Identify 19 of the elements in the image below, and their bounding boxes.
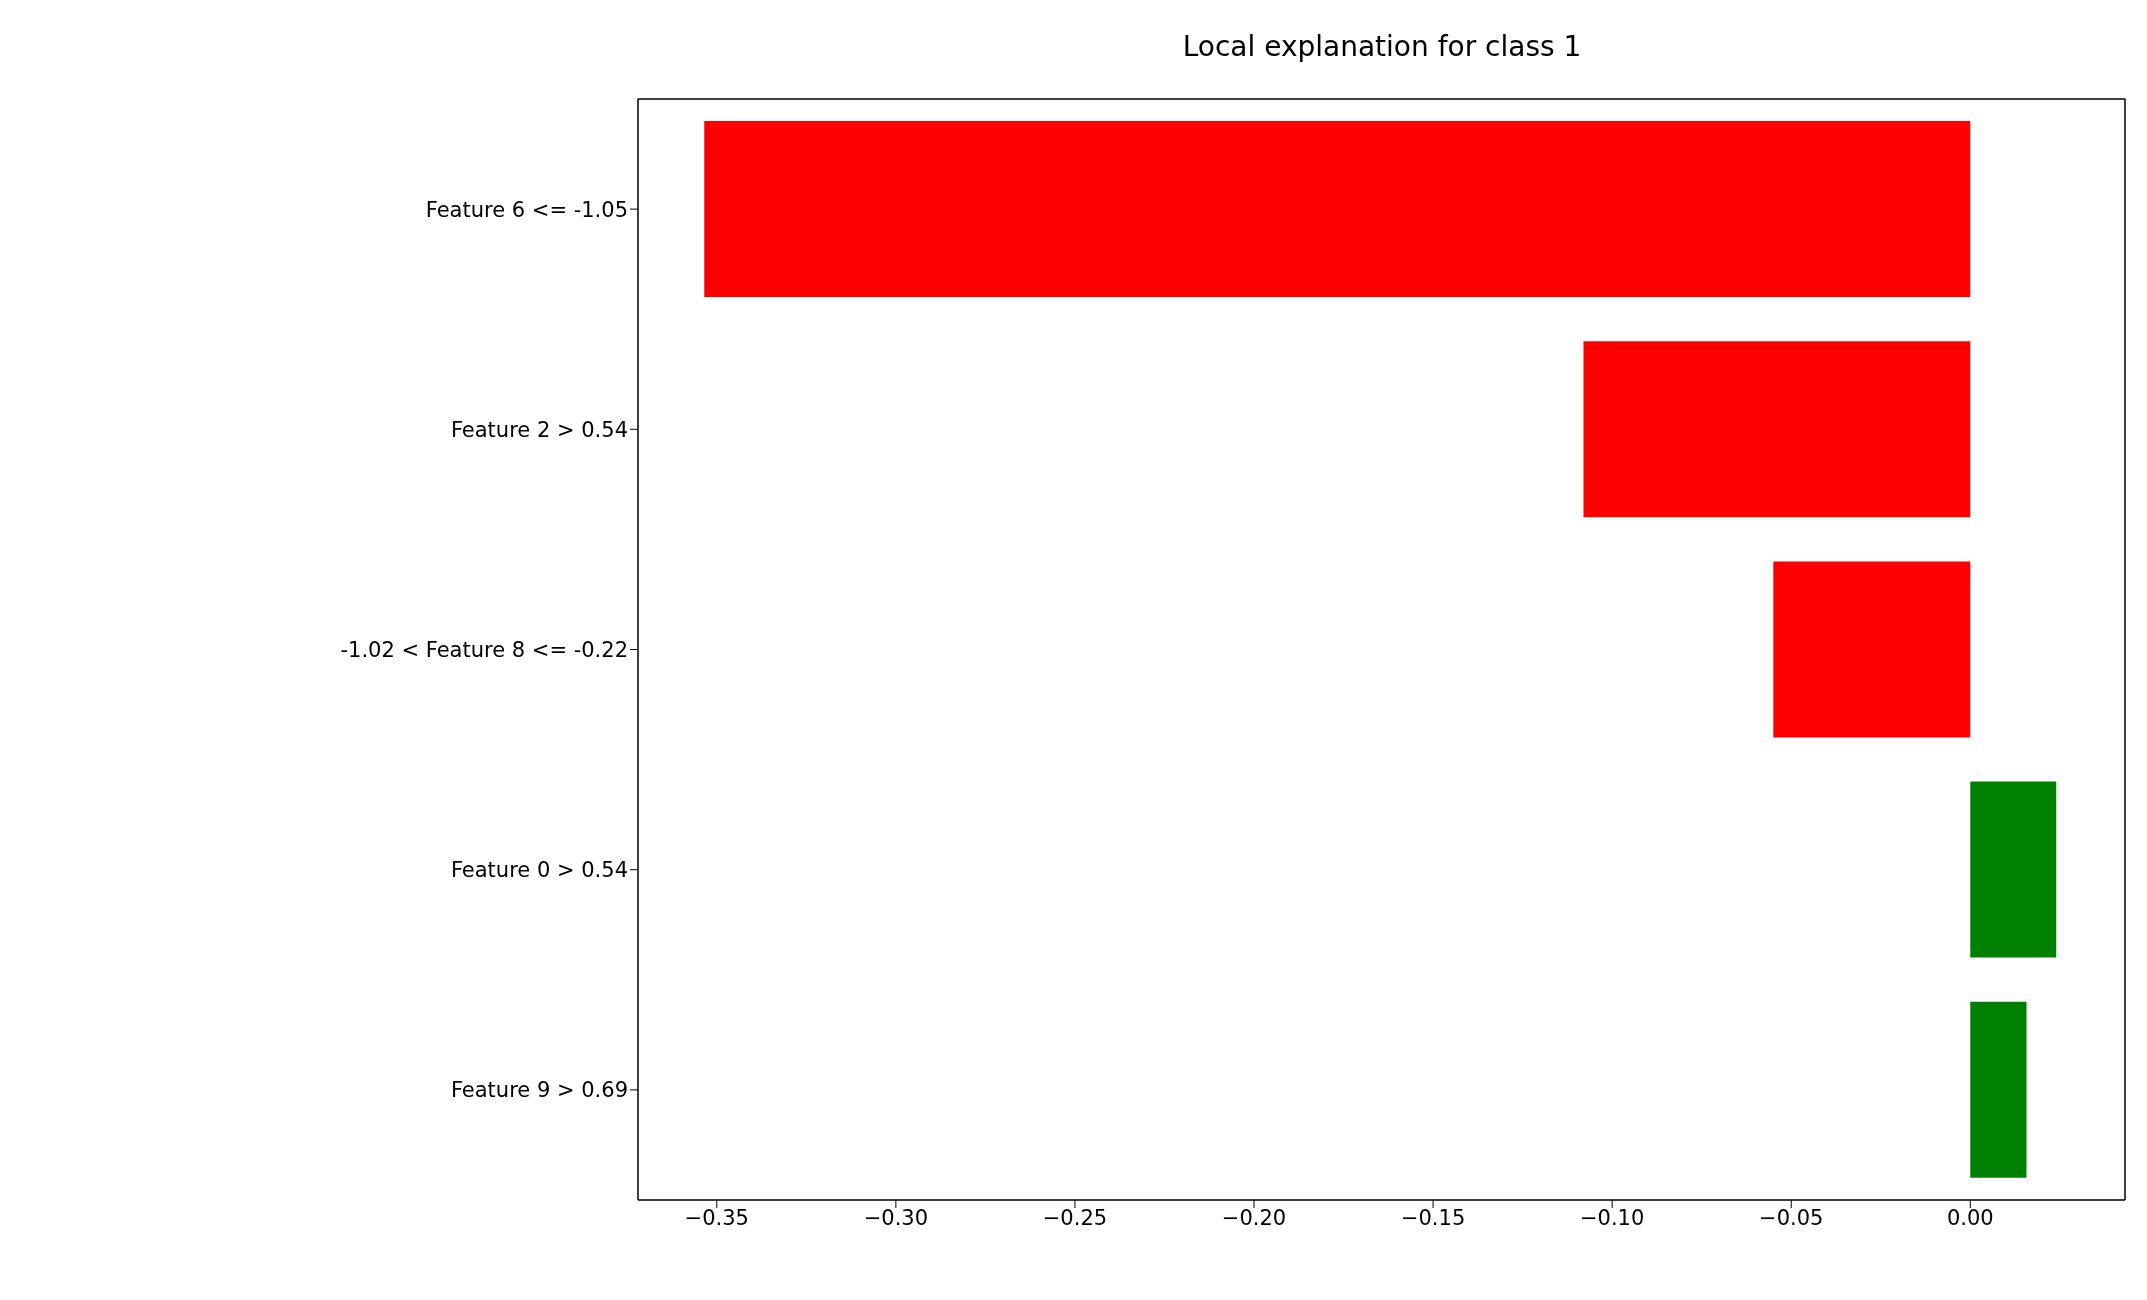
- x-tick-label: 0.00: [1946, 1205, 1994, 1230]
- x-tick-label: −0.20: [1221, 1205, 1287, 1230]
- bar: [1583, 341, 1971, 518]
- x-tick-label: −0.35: [684, 1205, 749, 1230]
- x-tick-label: −0.25: [1042, 1205, 1108, 1230]
- x-tick-label: −0.15: [1400, 1205, 1466, 1230]
- chart-title: Local explanation for class 1: [1181, 29, 1583, 65]
- bar: [1970, 1001, 2027, 1178]
- y-tick-label: Feature 9 > 0.69: [450, 1078, 628, 1103]
- bar: [1773, 561, 1971, 738]
- y-tick-label: Feature 2 > 0.54: [450, 417, 628, 442]
- x-tick-label: −0.05: [1759, 1205, 1824, 1230]
- y-tick-label: Feature 0 > 0.54: [450, 858, 628, 883]
- y-tick-label: -1.02 < Feature 8 <= -0.22: [340, 637, 628, 662]
- x-tick-label: −0.30: [863, 1205, 929, 1230]
- bar: [1970, 781, 2057, 958]
- bar: [704, 121, 1971, 298]
- y-tick-label: Feature 6 <= -1.05: [425, 197, 628, 222]
- x-tick-label: −0.10: [1579, 1205, 1645, 1230]
